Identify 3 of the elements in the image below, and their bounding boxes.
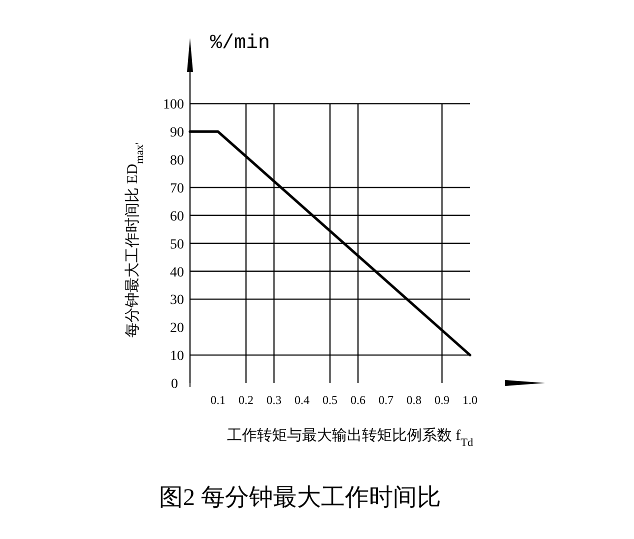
xlabel: 工作转矩与最大输出转矩比例系数 f$_{Td}$: [226, 428, 474, 449]
annotation: %/min: [210, 32, 270, 55]
title: 图2 每分钟最大工作时间比: [159, 485, 441, 511]
